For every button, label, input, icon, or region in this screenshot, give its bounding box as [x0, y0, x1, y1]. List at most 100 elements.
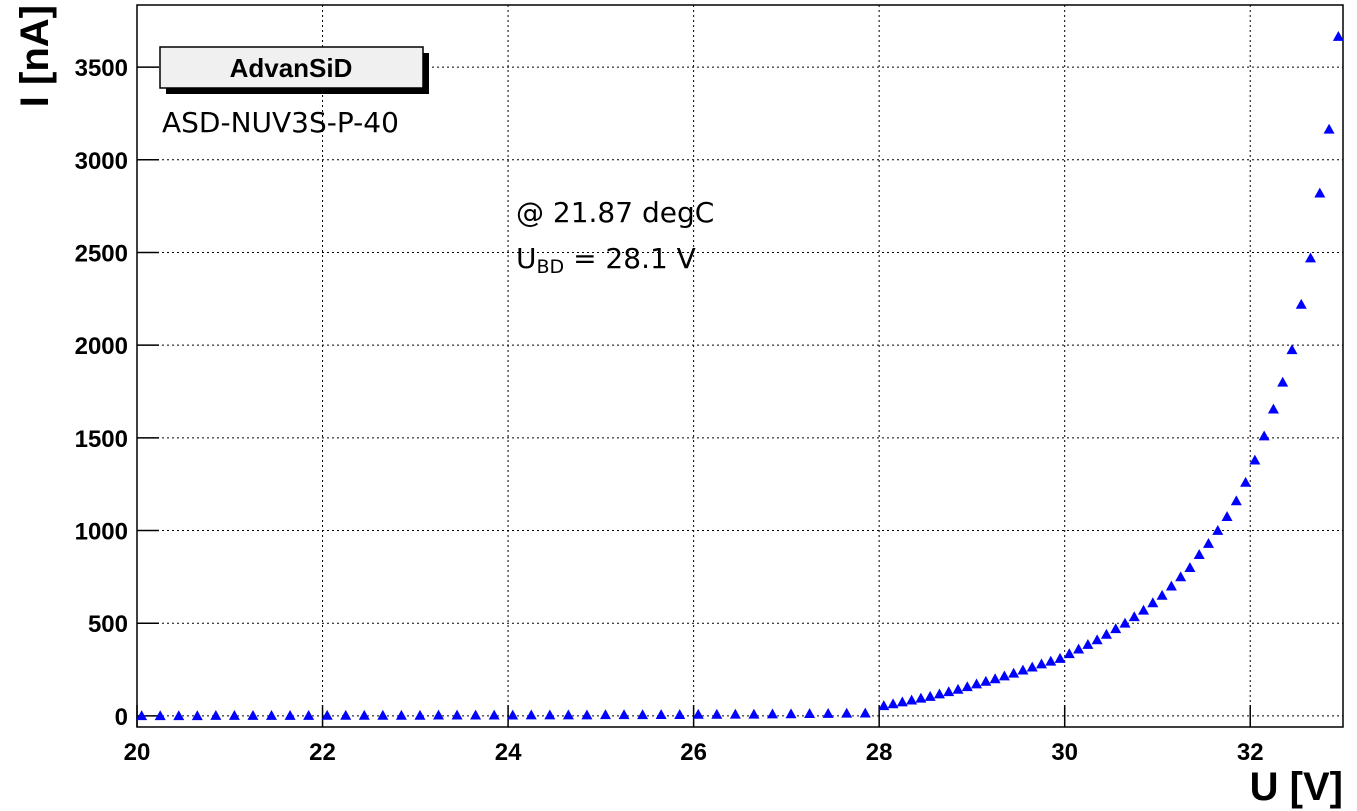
- point: [804, 708, 816, 719]
- point: [247, 710, 259, 720]
- point: [943, 686, 955, 697]
- point: [173, 710, 185, 721]
- point: [655, 709, 667, 719]
- x-tick-label: 22: [309, 739, 336, 766]
- x-tick-label: 26: [680, 739, 707, 766]
- point: [1073, 643, 1085, 654]
- point: [1193, 549, 1205, 560]
- y-tick-label: 3000: [75, 148, 128, 175]
- point: [887, 698, 899, 709]
- point: [1036, 658, 1047, 669]
- point: [1110, 623, 1122, 634]
- point: [154, 710, 166, 721]
- point: [1202, 537, 1214, 548]
- point: [414, 709, 426, 720]
- x-axis-title: U [V]: [1250, 765, 1343, 809]
- point: [841, 707, 853, 718]
- point: [581, 709, 593, 720]
- point: [1147, 597, 1159, 608]
- point: [1267, 403, 1279, 414]
- plot-frame: [136, 4, 1344, 728]
- point: [952, 683, 964, 694]
- x-tick-label: 20: [124, 739, 151, 766]
- point: [915, 692, 927, 703]
- point: [1175, 571, 1187, 582]
- point: [340, 709, 352, 720]
- point: [896, 696, 908, 707]
- point: [1286, 344, 1298, 355]
- breakdown-sub: BD: [537, 256, 565, 278]
- point: [1156, 589, 1168, 600]
- point: [711, 708, 723, 719]
- point: [1017, 664, 1029, 675]
- point: [266, 710, 278, 720]
- point: [1119, 617, 1131, 628]
- point: [1212, 525, 1224, 535]
- point: [303, 710, 315, 720]
- box-label: AdvanSiD: [230, 53, 353, 83]
- point: [451, 709, 463, 720]
- point: [674, 709, 686, 719]
- point: [488, 709, 500, 720]
- point: [748, 708, 760, 719]
- point: [989, 673, 1001, 684]
- point: [377, 709, 389, 720]
- y-tick-label: 0: [115, 704, 128, 731]
- y-tick-label: 1500: [75, 426, 128, 453]
- point: [228, 710, 240, 720]
- point: [470, 709, 482, 720]
- point: [878, 700, 890, 711]
- point: [358, 709, 370, 720]
- point: [1138, 604, 1150, 615]
- point: [1026, 661, 1038, 672]
- point: [191, 710, 203, 721]
- breakdown-main: U: [516, 242, 537, 275]
- breakdown-rest: = 28.1 V: [564, 242, 696, 275]
- device-label: ASD-NUV3S-P-40: [162, 106, 399, 139]
- point: [1091, 634, 1103, 645]
- point: [1277, 376, 1289, 387]
- x-tick-label: 24: [495, 739, 522, 766]
- y-tick-label: 1000: [75, 519, 128, 546]
- point: [507, 709, 519, 720]
- point: [1045, 655, 1057, 666]
- point: [822, 707, 834, 718]
- temperature-label: @ 21.87 degC: [516, 196, 714, 229]
- point: [525, 709, 537, 720]
- point: [1323, 123, 1335, 134]
- point: [1082, 639, 1094, 649]
- point: [961, 681, 973, 692]
- y-axis-title: I [nA]: [13, 5, 57, 107]
- point: [729, 708, 741, 719]
- y-tick-label: 2500: [75, 240, 128, 267]
- point: [906, 694, 918, 705]
- point: [1184, 562, 1196, 572]
- point: [859, 707, 871, 718]
- point: [284, 710, 296, 720]
- point: [618, 709, 630, 720]
- point: [599, 709, 611, 720]
- point: [1240, 476, 1252, 487]
- point: [971, 678, 983, 689]
- point: [692, 708, 704, 719]
- point: [998, 670, 1010, 681]
- breakdown-label: UBD = 28.1 V: [516, 242, 696, 278]
- point: [1230, 495, 1242, 506]
- point: [1305, 252, 1317, 263]
- point: [1332, 31, 1344, 41]
- point: [210, 710, 222, 720]
- point: [1249, 454, 1261, 465]
- point: [1100, 628, 1112, 639]
- point: [980, 675, 992, 686]
- point: [637, 709, 649, 720]
- point: [1258, 430, 1270, 441]
- label-box: [159, 46, 424, 89]
- point: [924, 690, 936, 701]
- y-tick-label: 2000: [75, 333, 128, 360]
- point: [562, 709, 574, 720]
- point: [1128, 611, 1140, 622]
- x-tick-label: 32: [1237, 739, 1264, 766]
- point: [321, 709, 333, 720]
- point: [1314, 187, 1326, 198]
